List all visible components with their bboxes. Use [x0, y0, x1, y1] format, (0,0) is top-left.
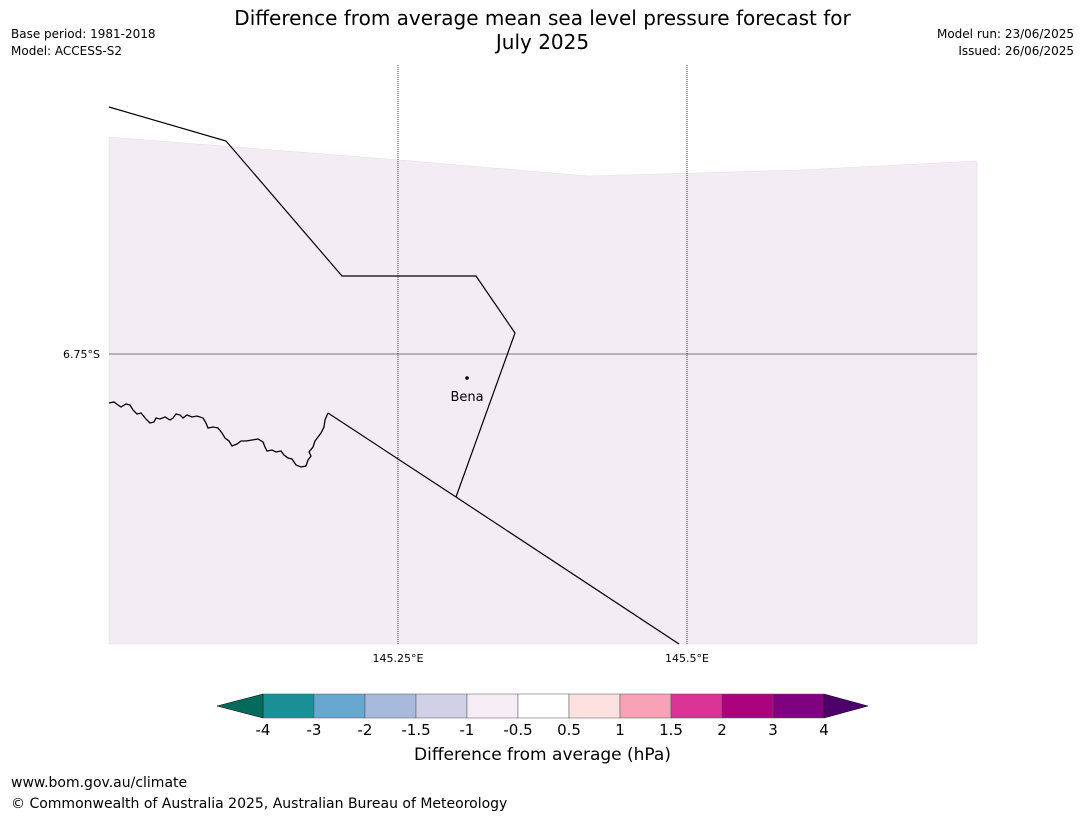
- base-period-info: Base period: 1981-2018 Model: ACCESS-S2: [11, 26, 156, 60]
- latitude-label: 6.75°S: [63, 348, 100, 361]
- colorbar-swatch: [262, 693, 315, 719]
- colorbar-tick-label: 3: [768, 721, 778, 739]
- coastline: [108, 401, 329, 468]
- title-line-1: Difference from average mean sea level p…: [234, 6, 851, 30]
- longitude-label-2: 145.5°E: [665, 652, 709, 665]
- map-panel: Bena 6.75°S 145.25°E 145.5°E: [63, 65, 978, 665]
- base-period-text: Base period: 1981-2018: [11, 27, 156, 41]
- copyright-text: © Commonwealth of Australia 2025, Austra…: [11, 796, 508, 812]
- colorbar-tick-label: -2: [358, 721, 373, 739]
- colorbar-title: Difference from average (hPa): [414, 745, 671, 765]
- colorbar-tick-label: 4: [819, 721, 829, 739]
- colorbar-swatch: [721, 693, 774, 719]
- colorbar-tick-labels: -4 -3 -2 -1.5 -1 -0.5 0.5 1 1.5 2 3 4: [256, 721, 829, 739]
- colorbar-tick-label: 1.5: [659, 721, 683, 739]
- district-boundary-south: [327, 412, 680, 645]
- model-text: Model: ACCESS-S2: [11, 44, 123, 58]
- colorbar-tick-label: -1: [460, 721, 475, 739]
- colorbar-swatches: [262, 693, 825, 719]
- bena-marker: [465, 376, 469, 380]
- colorbar-swatch: [313, 693, 366, 719]
- colorbar-swatch: [670, 693, 723, 719]
- issued-text: Issued: 26/06/2025: [958, 44, 1074, 58]
- title-line-2: July 2025: [495, 30, 590, 54]
- colorbar-tick-label: -3: [307, 721, 322, 739]
- district-boundary-north: [108, 106, 516, 498]
- colorbar-swatch: [415, 693, 468, 719]
- colorbar-low-extension: [216, 693, 264, 719]
- colorbar-tick-label: 1: [615, 721, 625, 739]
- model-run-info: Model run: 23/06/2025 Issued: 26/06/2025: [937, 26, 1074, 60]
- colorbar-swatch: [517, 693, 570, 719]
- colorbar-tick-label: -4: [256, 721, 271, 739]
- colorbar-swatch: [619, 693, 672, 719]
- model-run-text: Model run: 23/06/2025: [936, 27, 1074, 41]
- colorbar: -4 -3 -2 -1.5 -1 -0.5 0.5 1 1.5 2 3 4: [216, 693, 869, 739]
- longitude-label-1: 145.25°E: [373, 652, 424, 665]
- colorbar-swatch: [568, 693, 621, 719]
- colorbar-swatch: [772, 693, 825, 719]
- colorbar-tick-label: 2: [717, 721, 727, 739]
- colorbar-swatch: [466, 693, 519, 719]
- colorbar-tick-label: 0.5: [557, 721, 581, 739]
- website-link[interactable]: www.bom.gov.au/climate: [11, 775, 188, 791]
- map-title: Difference from average mean sea level p…: [0, 6, 1085, 54]
- colorbar-swatch: [364, 693, 417, 719]
- colorbar-tick-label: -0.5: [503, 721, 532, 739]
- colorbar-tick-label: -1.5: [401, 721, 430, 739]
- colorbar-high-extension: [823, 693, 869, 719]
- bena-label: Bena: [450, 390, 483, 405]
- anomaly-fill-region: [108, 136, 978, 645]
